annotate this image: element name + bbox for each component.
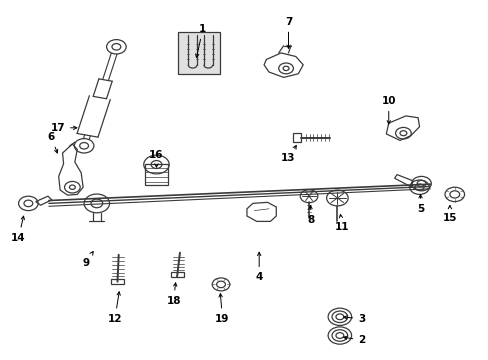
Text: 5: 5: [416, 195, 423, 214]
Text: 18: 18: [166, 283, 181, 306]
Text: 6: 6: [48, 132, 58, 153]
Bar: [178, 32, 220, 74]
Text: 7: 7: [284, 17, 292, 48]
Bar: [144, 164, 168, 185]
Bar: [170, 272, 184, 277]
Text: 1: 1: [195, 24, 206, 58]
Text: 13: 13: [281, 145, 296, 163]
Text: 15: 15: [442, 206, 456, 223]
Text: 2: 2: [343, 335, 365, 345]
Text: 8: 8: [306, 206, 313, 225]
Text: 17: 17: [50, 123, 77, 133]
Text: 14: 14: [11, 216, 26, 243]
Text: 12: 12: [107, 292, 122, 324]
Text: 4: 4: [255, 252, 263, 282]
Bar: [293, 133, 301, 142]
Text: 3: 3: [343, 314, 365, 324]
Bar: [110, 279, 124, 284]
Text: 11: 11: [334, 215, 349, 232]
Text: 16: 16: [149, 150, 163, 167]
Text: 9: 9: [82, 252, 93, 268]
Text: 19: 19: [215, 294, 229, 324]
Text: 10: 10: [381, 96, 395, 124]
